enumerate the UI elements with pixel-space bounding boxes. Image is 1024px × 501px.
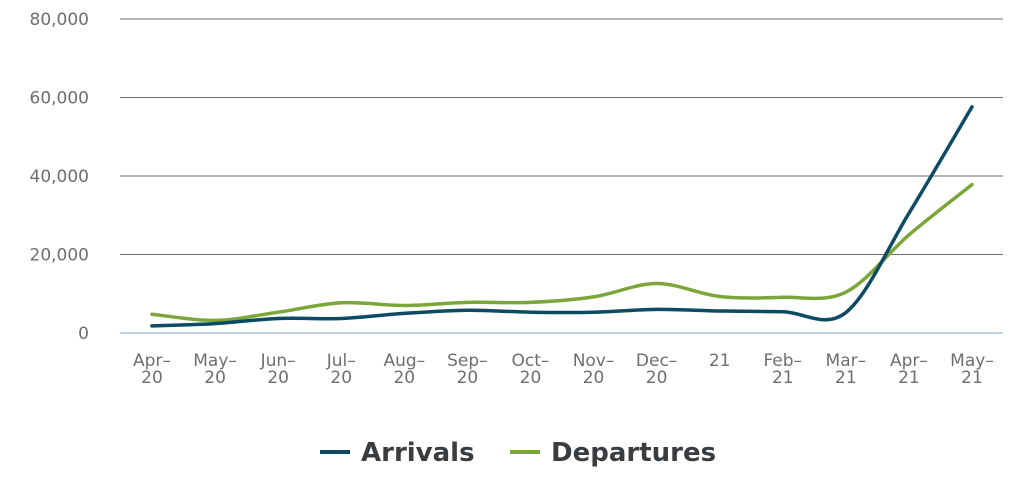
x-tick-label: Jun–: [260, 351, 296, 371]
y-tick-label: 20,000: [30, 246, 89, 266]
x-tick-label: 20: [267, 368, 289, 388]
x-tick-label: 21: [961, 368, 983, 388]
x-tick-label: 21: [898, 368, 920, 388]
x-tick-label: Dec–: [636, 351, 677, 371]
gridlines: [120, 18, 1003, 334]
x-tick-label: 20: [457, 368, 479, 388]
x-tick-label: Oct–: [512, 351, 550, 371]
y-axis-tick-labels: 80,000 60,000 40,000 20,000 0: [30, 10, 89, 344]
x-tick-label: May–: [950, 351, 994, 371]
legend: Arrivals Departures: [320, 438, 716, 468]
x-tick-label: May–: [193, 351, 237, 371]
series-line-departures: [150, 182, 974, 323]
x-tick-label: 20: [583, 368, 605, 388]
x-tick-label: 20: [646, 368, 668, 388]
x-tick-label: 20: [204, 368, 226, 388]
x-axis-tick-labels: Apr–20May–20Jun–20Jul–20Aug–20Sep–20Oct–…: [133, 351, 994, 388]
x-tick-label: Apr–: [133, 351, 171, 371]
legend-label-departures: Departures: [551, 438, 716, 468]
series-lines: [150, 105, 974, 328]
x-tick-label: Aug–: [383, 351, 425, 371]
x-tick-label: 20: [520, 368, 542, 388]
x-tick-label: Sep–: [447, 351, 488, 371]
x-tick-label: Feb–: [763, 351, 802, 371]
y-tick-label: 60,000: [30, 89, 89, 109]
x-tick-label: 21: [835, 368, 857, 388]
x-tick-label: Mar–: [826, 351, 867, 371]
y-tick-label: 0: [78, 324, 89, 344]
y-tick-label: 80,000: [30, 10, 89, 30]
x-tick-label: 21: [709, 351, 731, 371]
series-line-arrivals: [150, 105, 974, 328]
x-tick-label: 20: [393, 368, 415, 388]
x-tick-label: 21: [772, 368, 794, 388]
x-tick-label: Jul–: [326, 351, 356, 371]
x-tick-label: 20: [141, 368, 163, 388]
x-tick-label: Apr–: [890, 351, 928, 371]
x-tick-label: 20: [330, 368, 352, 388]
x-tick-label: Nov–: [573, 351, 615, 371]
legend-label-arrivals: Arrivals: [361, 438, 475, 468]
y-tick-label: 40,000: [30, 167, 89, 187]
